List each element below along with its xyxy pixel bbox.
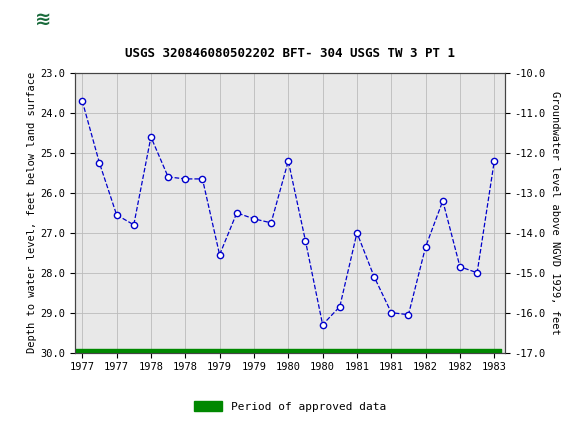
- FancyBboxPatch shape: [6, 3, 81, 36]
- Y-axis label: Groundwater level above NGVD 1929, feet: Groundwater level above NGVD 1929, feet: [550, 91, 560, 335]
- Text: ≋: ≋: [35, 10, 52, 29]
- Text: USGS: USGS: [87, 10, 147, 29]
- Text: USGS 320846080502202 BFT- 304 USGS TW 3 PT 1: USGS 320846080502202 BFT- 304 USGS TW 3 …: [125, 47, 455, 60]
- Legend: Period of approved data: Period of approved data: [190, 396, 390, 416]
- Y-axis label: Depth to water level, feet below land surface: Depth to water level, feet below land su…: [27, 72, 37, 353]
